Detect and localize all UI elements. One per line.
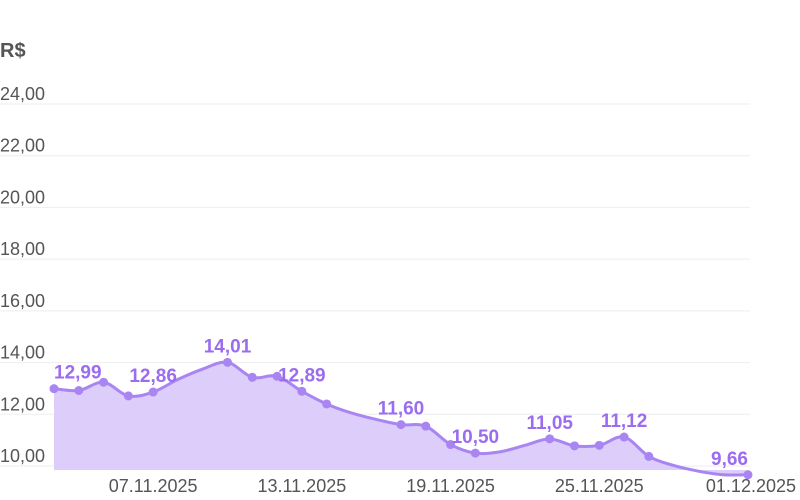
data-point	[49, 384, 59, 394]
data-point	[446, 440, 456, 450]
y-tick-label: 10,00	[0, 446, 45, 466]
y-tick-label: 18,00	[0, 239, 45, 259]
data-point	[123, 391, 133, 401]
data-label: 10,50	[452, 427, 500, 448]
y-axis-unit: R$	[0, 40, 26, 62]
y-tick-label: 20,00	[0, 187, 45, 207]
data-point	[470, 448, 480, 458]
data-label: 12,99	[54, 363, 102, 384]
data-point	[74, 385, 84, 395]
x-tick-label: 13.11.2025	[257, 476, 346, 496]
data-point	[99, 377, 109, 387]
data-point	[396, 420, 406, 430]
data-point	[743, 470, 753, 480]
y-tick-label: 14,00	[0, 343, 45, 363]
y-tick-label: 24,00	[0, 84, 45, 104]
data-label: 14,01	[204, 336, 252, 357]
y-tick-label: 22,00	[0, 136, 45, 156]
data-label: 12,89	[278, 365, 326, 386]
data-point	[272, 371, 282, 381]
y-tick-label: 16,00	[0, 291, 45, 311]
data-point	[570, 441, 579, 451]
data-label: 12,86	[129, 366, 177, 387]
x-tick-label: 07.11.2025	[109, 476, 198, 496]
data-point	[247, 372, 257, 382]
data-point	[322, 399, 332, 409]
data-point	[644, 451, 654, 461]
data-point	[223, 357, 232, 367]
data-point	[545, 434, 555, 444]
data-point	[297, 386, 307, 396]
data-label: 11,05	[526, 413, 573, 434]
data-point	[148, 387, 158, 397]
data-point	[619, 432, 629, 442]
data-label: 11,60	[378, 399, 425, 420]
data-label: 11,12	[601, 411, 648, 432]
data-label: 9,66	[711, 449, 748, 470]
y-tick-label: 12,00	[0, 394, 45, 414]
x-tick-label: 19.11.2025	[406, 476, 495, 496]
x-tick-label: 25.11.2025	[555, 476, 644, 496]
x-tick-label: 01.12.2025	[706, 476, 796, 496]
data-point	[421, 421, 431, 431]
data-point	[594, 440, 604, 450]
